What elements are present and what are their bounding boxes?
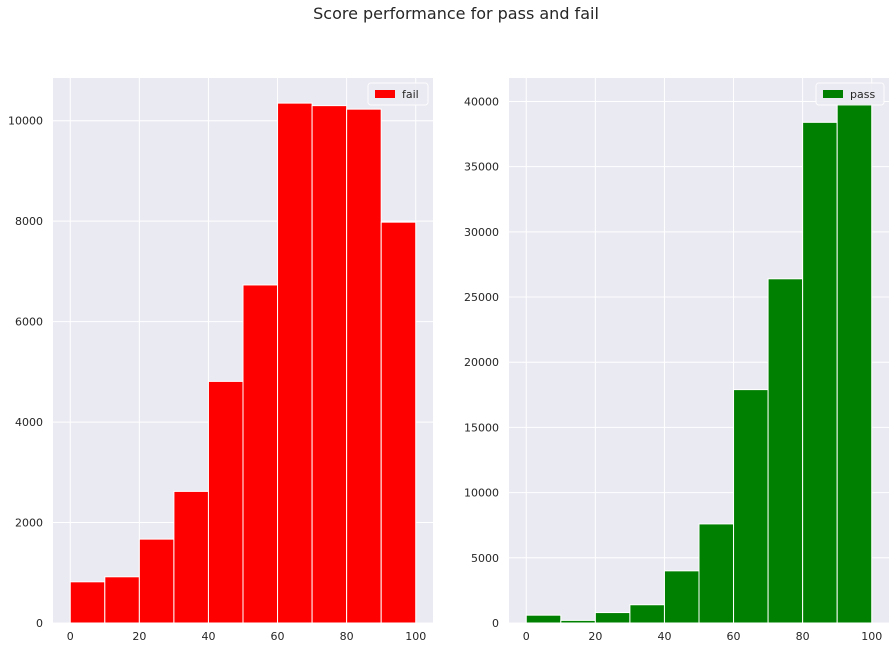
y-tick-label: 35000 [464,161,499,174]
legend-swatch-pass [823,90,843,98]
y-tick-label: 40000 [464,95,499,108]
histogram-bar-pass [802,121,838,624]
y-tick-label: 4000 [15,416,43,429]
histogram-bar-pass [629,604,665,624]
x-tick-label: 60 [271,630,285,643]
histogram-bar-pass [698,523,735,624]
x-tick-label: 100 [861,630,882,643]
y-tick-label: 30000 [464,226,499,239]
x-tick-label: 40 [201,630,215,643]
histogram-bar-fail [242,284,279,624]
histogram-bar-pass [836,103,873,624]
legend-box [367,82,429,106]
legend-box [815,82,885,106]
x-tick-label: 60 [727,630,741,643]
histogram-bar-fail [380,221,417,624]
histogram-bar-fail [173,490,209,624]
histogram-bar-pass [594,612,631,624]
histogram-bar-fail [311,105,348,624]
y-tick-label: 6000 [15,316,43,329]
x-tick-label: 100 [405,630,426,643]
y-tick-label: 5000 [471,552,499,565]
y-tick-label: 10000 [8,115,43,128]
legend-label-fail: fail [402,88,419,101]
x-tick-label: 20 [588,630,602,643]
x-tick-label: 0 [523,630,530,643]
histogram-bar-pass [560,619,596,624]
histogram-bar-pass [663,570,700,624]
y-tick-label: 2000 [15,517,43,530]
histogram-bar-pass [525,614,562,624]
histogram-bar-fail [346,108,382,624]
x-tick-label: 80 [340,630,354,643]
y-tick-label: 25000 [464,291,499,304]
legend-label-pass: pass [850,88,875,101]
y-tick-label: 15000 [464,421,499,434]
histogram-bar-fail [104,576,140,624]
figure-suptitle: Score performance for pass and fail [313,4,599,23]
fail-histogram-panel: 0 20 40 60 80 100 0 2000 4000 6000 8000 10000 fail [8,78,433,643]
y-tick-label: 20000 [464,356,499,369]
histogram-bar-fail [69,581,106,624]
pass-histogram-panel: 0 20 40 60 80 100 0 5000 10000 15000 20000 25000 300… [464,78,889,643]
legend-swatch-fail [375,90,395,98]
histogram-bar-pass [733,389,769,624]
y-tick-label: 8000 [15,215,43,228]
y-tick-label: 0 [36,617,43,630]
y-tick-label: 10000 [464,487,499,500]
histogram-bar-fail [207,380,244,624]
histogram-bar-fail [277,102,313,624]
x-tick-label: 80 [796,630,810,643]
y-tick-label: 0 [492,617,499,630]
histogram-bar-fail [138,538,175,624]
x-tick-label: 20 [132,630,146,643]
x-tick-label: 40 [657,630,671,643]
histogram-bar-pass [767,278,804,624]
x-tick-label: 0 [67,630,74,643]
